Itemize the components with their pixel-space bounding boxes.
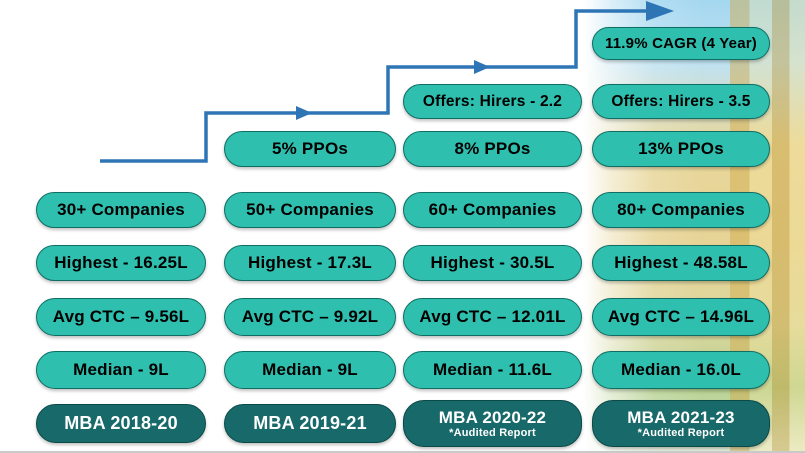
highest-ctc-pill: Highest - 17.3L (224, 245, 396, 281)
avg-ctc-pill: Avg CTC – 14.96L (592, 298, 770, 336)
cagr-pill: 11.9% CAGR (4 Year) (592, 27, 770, 60)
median-ctc-pill: Median - 16.0L (592, 351, 770, 389)
ppos-pill: 5% PPOs (224, 131, 396, 167)
median-ctc-pill: Median - 9L (36, 351, 206, 389)
arrowhead-icon (474, 60, 490, 74)
avg-ctc-pill: Avg CTC – 9.56L (36, 298, 206, 336)
companies-pill: 60+ Companies (403, 192, 582, 228)
offers-hirers-pill: Offers: Hirers - 3.5 (592, 84, 770, 119)
audited-report-label: *Audited Report (449, 427, 536, 439)
cohort-label: MBA 2021-23 (627, 408, 735, 427)
highest-ctc-pill: Highest - 48.58L (592, 245, 770, 281)
avg-ctc-pill: Avg CTC – 12.01L (403, 298, 582, 336)
companies-pill: 50+ Companies (224, 192, 396, 228)
median-ctc-pill: Median - 11.6L (403, 351, 582, 389)
highest-ctc-pill: Highest - 16.25L (36, 245, 206, 281)
cohort-pill: MBA 2018-20 (36, 404, 206, 443)
ppos-pill: 8% PPOs (403, 131, 582, 167)
arrowhead-icon (296, 106, 312, 120)
cohort-pill: MBA 2019-21 (224, 404, 396, 443)
companies-pill: 80+ Companies (592, 192, 770, 228)
cohort-label: MBA 2020-22 (438, 408, 547, 427)
companies-pill: 30+ Companies (36, 192, 206, 228)
offers-hirers-pill: Offers: Hirers - 2.2 (403, 84, 582, 119)
cohort-pill: MBA 2020-22 *Audited Report (403, 400, 582, 447)
avg-ctc-pill: Avg CTC – 9.92L (224, 298, 396, 336)
audited-report-label: *Audited Report (637, 427, 725, 439)
median-ctc-pill: Median - 9L (224, 351, 396, 389)
ppos-pill: 13% PPOs (592, 131, 770, 167)
cohort-pill: MBA 2021-23 *Audited Report (592, 400, 770, 447)
highest-ctc-pill: Highest - 30.5L (403, 245, 582, 281)
